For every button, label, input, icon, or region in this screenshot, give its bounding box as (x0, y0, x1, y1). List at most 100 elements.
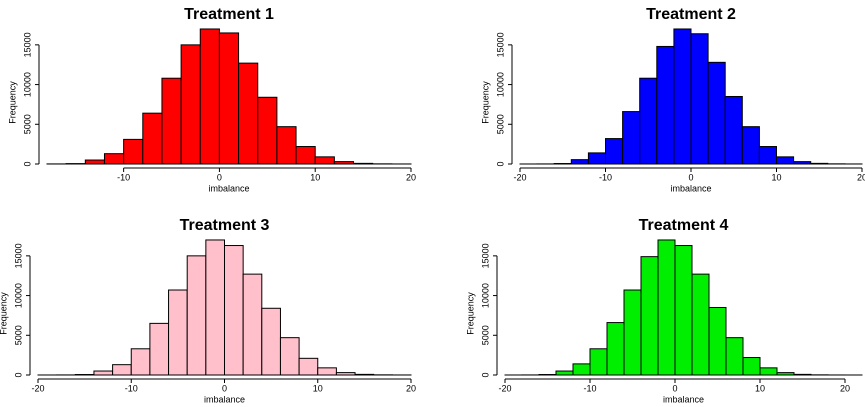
bar (112, 364, 132, 376)
bar (257, 96, 278, 165)
bar (776, 372, 795, 376)
x-tick-label: 10 (755, 383, 765, 393)
bar (353, 162, 374, 165)
bar (589, 348, 608, 376)
bar (605, 138, 624, 165)
x-tick-label: -10 (599, 172, 612, 182)
bar (261, 307, 281, 376)
y-tick-label: 10000 (22, 72, 32, 97)
chart-title: Treatment 3 (180, 217, 270, 234)
bar (810, 162, 829, 165)
x-tick-label: 20 (406, 172, 416, 182)
bar (587, 152, 607, 165)
x-tick-label: 20 (406, 383, 416, 393)
bar (168, 289, 188, 376)
bar (186, 255, 207, 376)
y-tick-label: 15000 (22, 32, 32, 57)
bar (93, 370, 114, 376)
bar (238, 62, 259, 165)
x-tick-label: 0 (672, 383, 677, 393)
bar (673, 28, 692, 165)
bar (708, 306, 727, 376)
bar (657, 239, 676, 376)
y-tick-label: 5000 (22, 114, 32, 134)
bar (199, 28, 220, 165)
y-tick-label: 10000 (13, 283, 23, 308)
x-tick-label: 0 (688, 172, 693, 182)
x-axis-label: imbalance (663, 394, 704, 404)
bar (623, 289, 642, 376)
bar (205, 239, 226, 376)
y-tick-label: 15000 (480, 243, 490, 268)
bar (606, 322, 625, 376)
bar (793, 161, 812, 165)
x-tick-label: -10 (117, 172, 130, 182)
bar (776, 156, 795, 165)
chart-title: Treatment 4 (639, 217, 729, 234)
y-tick-label: 0 (495, 161, 505, 166)
bar (707, 61, 726, 165)
x-tick-label: 0 (222, 383, 227, 393)
x-tick-label: -20 (513, 172, 526, 182)
y-tick-label: 10000 (480, 283, 490, 308)
bar (674, 245, 693, 376)
bar (724, 95, 743, 165)
bar (103, 153, 125, 165)
x-tick-label: 20 (840, 383, 850, 393)
bar (335, 372, 356, 376)
bar (640, 256, 659, 376)
bar (555, 370, 574, 376)
y-tick-label: 10000 (495, 72, 505, 97)
bar (130, 348, 151, 376)
bar (149, 322, 170, 376)
bar (224, 245, 244, 376)
bar (758, 146, 778, 165)
chart-title: Treatment 1 (184, 6, 274, 23)
y-tick-label: 0 (480, 372, 490, 377)
y-tick-label: 15000 (495, 32, 505, 57)
bar (741, 126, 760, 165)
x-tick-label: 10 (313, 383, 323, 393)
y-axis-label: Frequency (480, 81, 490, 124)
bar (639, 77, 658, 165)
x-tick-label: 20 (857, 172, 865, 182)
y-tick-label: 0 (13, 372, 23, 377)
bar (333, 161, 355, 165)
bar (317, 367, 337, 376)
bar (279, 337, 300, 376)
bar (180, 44, 201, 165)
bar (742, 357, 761, 376)
x-tick-label: -20 (498, 383, 511, 393)
y-axis-label: Frequency (0, 292, 8, 335)
y-tick-label: 5000 (13, 325, 23, 345)
bar (622, 111, 641, 165)
y-tick-label: 0 (22, 161, 32, 166)
bar (690, 33, 709, 165)
bar (84, 159, 105, 165)
bar (725, 337, 744, 376)
x-tick-label: 10 (310, 172, 320, 182)
chart-title: Treatment 2 (646, 6, 736, 23)
bar (572, 363, 591, 376)
bar (161, 77, 182, 165)
bar (276, 126, 297, 165)
x-tick-label: 10 (771, 172, 781, 182)
bar (123, 138, 144, 165)
x-axis-label: imbalance (208, 183, 249, 193)
bar (691, 273, 710, 376)
y-tick-label: 15000 (13, 243, 23, 268)
y-axis-label: Frequency (7, 81, 17, 124)
bar (793, 373, 812, 376)
bar (656, 45, 675, 165)
bar (759, 367, 778, 376)
bar (298, 357, 319, 376)
y-tick-label: 5000 (495, 114, 505, 134)
x-tick-label: -10 (583, 383, 596, 393)
x-tick-label: -10 (125, 383, 138, 393)
x-tick-label: 0 (217, 172, 222, 182)
bar (314, 156, 335, 165)
x-axis-label: imbalance (204, 394, 245, 404)
y-tick-label: 5000 (480, 325, 490, 345)
x-tick-label: -20 (31, 383, 44, 393)
